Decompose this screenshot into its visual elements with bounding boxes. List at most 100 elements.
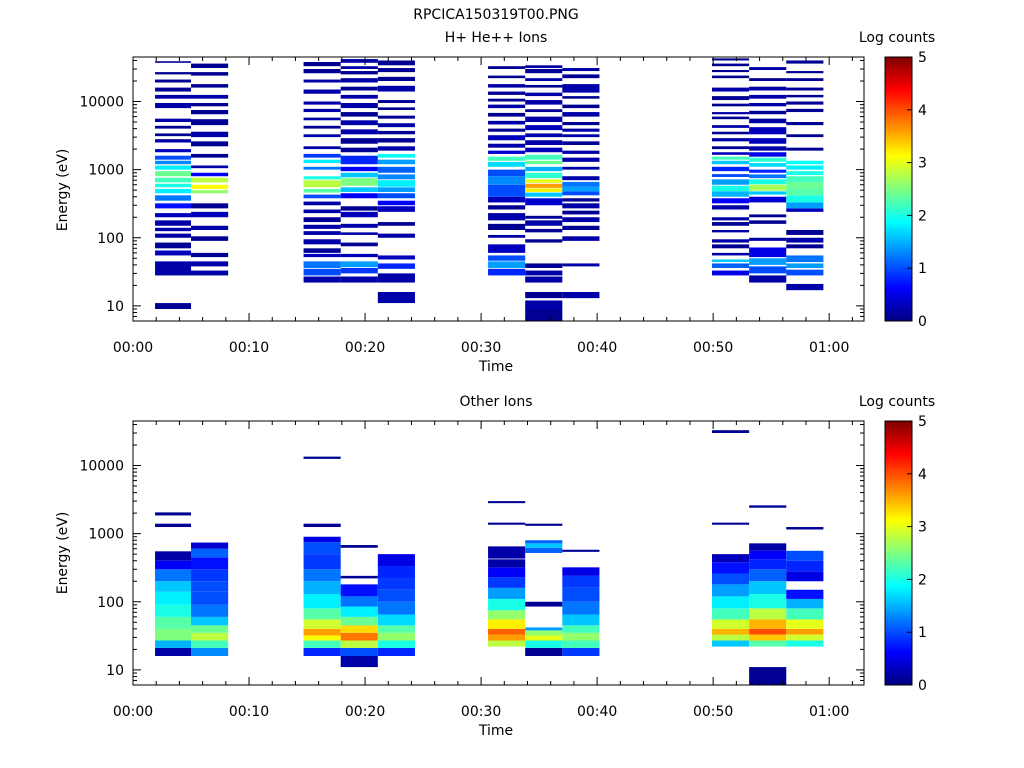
x-tick-label: 00:00 xyxy=(113,340,153,356)
heatmap-cell xyxy=(303,542,341,555)
heatmap-cell xyxy=(488,161,526,167)
heatmap-cell xyxy=(303,581,341,594)
heatmap-cell xyxy=(488,143,526,148)
heatmap-cell xyxy=(340,71,378,75)
colorbar-tick-label: 1 xyxy=(918,261,927,277)
heatmap-cell xyxy=(340,59,378,63)
heatmap-cell xyxy=(786,182,824,189)
heatmap-cell xyxy=(562,203,600,209)
heatmap-cell xyxy=(488,98,526,102)
heatmap-cell xyxy=(155,149,192,153)
heatmap-cell xyxy=(303,146,341,150)
heatmap-cell xyxy=(562,198,600,202)
heatmap-cell xyxy=(525,215,563,219)
heatmap-cell xyxy=(712,628,750,635)
heatmap-cell xyxy=(749,78,787,81)
heatmap-cell xyxy=(303,209,341,214)
x-tick-label: 01:00 xyxy=(809,704,849,720)
heatmap-cell xyxy=(191,172,229,177)
y-tick-label: 100 xyxy=(97,595,124,611)
heatmap-cell xyxy=(562,74,600,79)
heatmap-cell xyxy=(525,172,563,179)
heatmap-cell xyxy=(525,601,563,607)
heatmap-cell xyxy=(786,263,824,268)
heatmap-cell xyxy=(155,79,192,83)
heatmap-cell xyxy=(525,160,563,165)
colorbar-tick-label: 2 xyxy=(918,208,927,224)
heatmap-cell xyxy=(712,198,750,204)
heatmap-cell xyxy=(749,569,787,582)
colorbar: 0 1 2 3 4 5 xyxy=(884,414,927,694)
heatmap-cell xyxy=(377,222,415,226)
heatmap-cell xyxy=(191,236,229,241)
heatmap-cell xyxy=(712,156,750,160)
heatmap-cell xyxy=(377,146,415,151)
x-tick-label: 00:20 xyxy=(345,340,385,356)
heatmap-cell xyxy=(340,172,378,178)
heatmap-cell xyxy=(191,84,229,88)
heatmap-cell xyxy=(191,640,229,648)
heatmap-cell xyxy=(155,177,192,183)
heatmap-cell xyxy=(525,100,563,105)
heatmap-cell xyxy=(155,591,192,605)
heatmap-cell xyxy=(155,569,192,582)
heatmap-cell xyxy=(712,205,750,210)
heatmap-cell xyxy=(303,253,341,258)
heatmap-cell xyxy=(303,647,341,656)
heatmap-cell xyxy=(488,176,526,185)
heatmap-cell xyxy=(562,632,600,641)
heatmap-cell xyxy=(712,112,750,115)
heatmap-cell xyxy=(191,625,229,633)
heatmap-cell xyxy=(712,87,750,92)
heatmap-cell xyxy=(712,263,750,268)
heatmap-cell xyxy=(340,112,378,117)
heatmap-cell xyxy=(488,255,526,261)
heatmap-cell xyxy=(191,647,229,656)
heatmap-cell xyxy=(488,112,526,117)
time-bin xyxy=(303,62,341,283)
heatmap-cell xyxy=(749,628,787,635)
heatmap-cell xyxy=(303,276,341,283)
heatmap-cell xyxy=(786,230,824,235)
heatmap-cell xyxy=(191,591,229,605)
heatmap-cell xyxy=(488,205,526,210)
time-bin xyxy=(786,527,824,647)
heatmap-cell xyxy=(786,101,824,105)
heatmap-cell xyxy=(340,276,378,283)
heatmap-cell xyxy=(155,94,192,99)
heatmap-cell xyxy=(525,183,563,188)
heatmap-cell xyxy=(303,176,341,180)
heatmap-cell xyxy=(525,543,563,548)
heatmap-cell xyxy=(377,166,415,173)
heatmap-cell xyxy=(191,225,229,230)
x-tick-label: 00:10 xyxy=(229,340,269,356)
heatmap-cell xyxy=(712,430,750,433)
heatmap-cell xyxy=(340,232,378,235)
heatmap-cell xyxy=(562,191,600,196)
colorbar-tick-label: 0 xyxy=(918,314,927,330)
heatmap-cell xyxy=(525,220,563,226)
panel-title: H+ He++ Ions xyxy=(445,30,548,46)
heatmap-cell xyxy=(377,138,415,143)
colorbar: 0 1 2 3 4 5 xyxy=(884,50,927,330)
x-tick-label: 00:40 xyxy=(577,340,617,356)
heatmap-cell xyxy=(749,86,787,91)
heatmap-cell xyxy=(191,581,229,592)
heatmap-cell xyxy=(488,91,526,95)
heatmap-cell xyxy=(712,96,750,101)
heatmap-cell xyxy=(488,184,526,197)
heatmap-cell xyxy=(191,177,229,183)
heatmap-cell xyxy=(303,608,341,620)
heatmap-cell xyxy=(191,604,229,617)
heatmap-cell xyxy=(155,155,192,160)
heatmap-cell xyxy=(377,187,415,192)
heatmap-cell xyxy=(303,594,341,609)
heatmap-cell xyxy=(303,456,341,459)
heatmap-cell xyxy=(562,567,600,576)
heatmap-cell xyxy=(749,594,787,609)
heatmap-cell xyxy=(488,567,526,578)
heatmap-cell xyxy=(786,71,824,74)
heatmap-cell xyxy=(155,133,192,137)
heatmap-cell xyxy=(525,540,563,544)
y-tick-label: 10 xyxy=(106,299,124,315)
